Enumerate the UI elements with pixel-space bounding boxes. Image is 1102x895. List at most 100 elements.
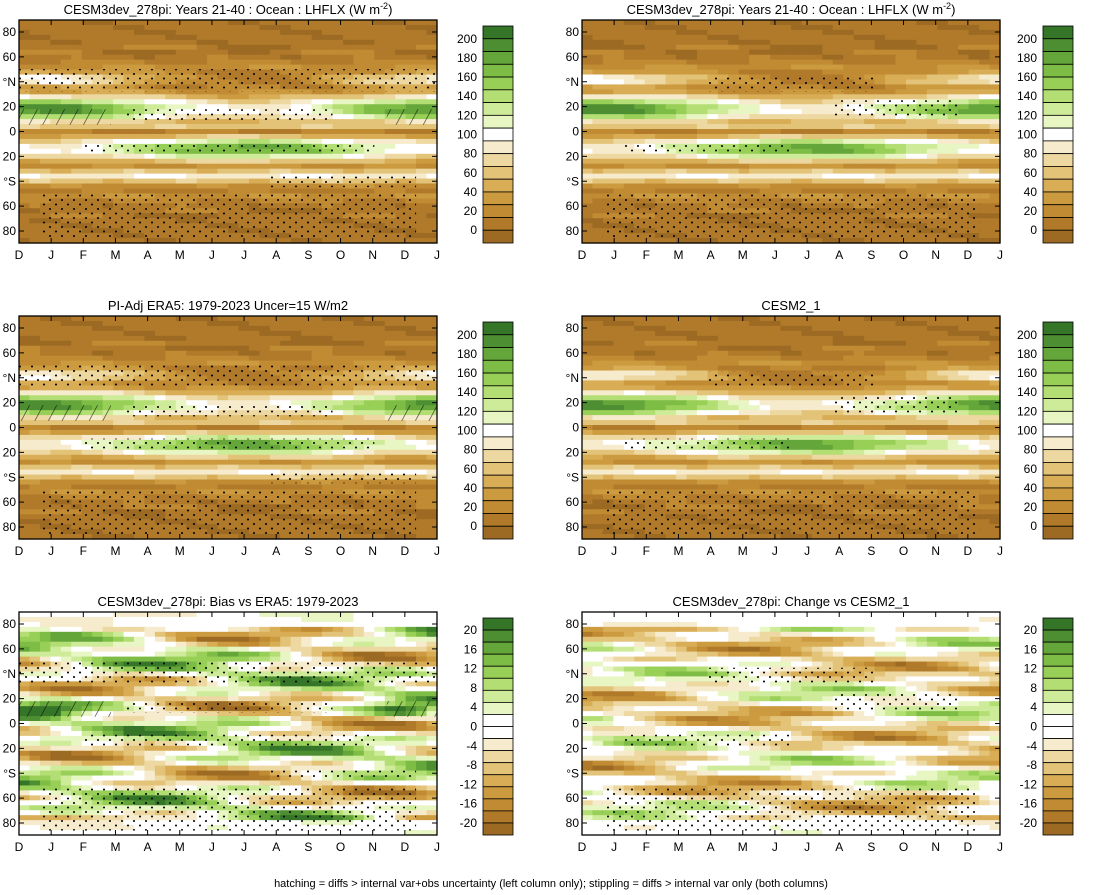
heatmap-cell [217,168,229,175]
heatmap-cell [102,316,114,322]
heatmap-cell [60,335,72,342]
heatmap-cell [602,59,614,66]
heatmap-cell [71,20,83,26]
heatmap-cell [301,316,313,322]
heatmap-cell [905,124,917,130]
heatmap-cell [248,20,260,26]
heatmap-cell [269,355,281,362]
heatmap-cell [979,168,991,175]
heatmap-cell [29,94,41,100]
heatmap-cell [39,89,51,95]
heatmap-cell [989,69,1001,76]
heatmap-cell [269,238,281,244]
heatmap-cell [322,316,334,322]
heatmap-cell [801,29,813,36]
heatmap-cell [843,124,855,130]
heatmap-cell [426,330,438,337]
heatmap-cell [384,99,396,105]
heatmap-cell [801,89,813,95]
heatmap-cell [60,340,72,347]
heatmap-cell [395,54,407,61]
heatmap-cell [186,360,198,367]
heatmap-cell [217,54,229,61]
heatmap-cell [374,355,386,362]
heatmap-cell [895,238,907,244]
heatmap-cell [592,20,604,26]
heatmap-cell [144,345,156,352]
heatmap-cell [864,124,876,130]
heatmap-cell [676,109,688,115]
heatmap-cell [686,94,698,100]
heatmap-cell [280,238,292,244]
heatmap-cell [39,133,51,140]
heatmap-cell [332,350,344,357]
colorbar-swatch [482,89,514,103]
heatmap-cell [989,109,1001,115]
colorbar-tick-label: 100 [1017,128,1037,142]
heatmap-cell [811,173,823,180]
heatmap-cell [384,163,396,170]
heatmap-cell [353,238,365,244]
heatmap-cell [144,454,156,461]
colorbar-tick-label: 200 [1017,32,1037,46]
heatmap-cell [602,168,614,175]
x-tick-label: O [336,248,345,262]
heatmap-cell [926,119,938,125]
heatmap-cell [623,29,635,36]
heatmap-cell [39,138,51,145]
heatmap-cell [885,178,897,185]
heatmap-cell [759,34,771,41]
heatmap-cell [353,410,365,416]
heatmap-cell [71,173,83,180]
heatmap-cell [791,183,803,190]
heatmap-cell [696,104,708,110]
heatmap-cell [311,395,323,401]
heatmap-cell [332,345,344,352]
heatmap-cell [968,109,980,115]
heatmap-cell [395,104,407,110]
heatmap-cell [113,24,125,31]
heatmap-cell [186,425,198,431]
heatmap-cell [958,64,970,71]
heatmap-cell [81,425,93,431]
heatmap-cell [405,163,417,170]
heatmap-cell [395,153,407,160]
heatmap-cell [144,434,156,441]
heatmap-cell [259,434,271,441]
colorbar-swatch [1042,76,1074,91]
heatmap-cell [416,158,428,165]
heatmap-cell [602,109,614,115]
heatmap-cell [39,39,51,46]
heatmap-cell [238,178,250,185]
heatmap-cell [238,89,250,95]
heatmap-cell [613,129,625,135]
heatmap-cell [947,119,959,125]
colorbar-swatch [1042,63,1074,78]
colorbar-tick-label: 40 [464,185,478,199]
heatmap-cell [384,444,396,451]
heatmap-cell [133,39,145,46]
heatmap-cell [582,163,594,170]
heatmap-cell [123,385,135,391]
heatmap-cell [269,434,281,441]
heatmap-cell [602,39,614,46]
heatmap-cell [853,143,865,150]
heatmap-cell [822,29,834,36]
heatmap-cell [832,119,844,125]
heatmap-cell [707,109,719,115]
heatmap-cell [81,44,93,51]
heatmap-cell [259,168,271,175]
heatmap-cell [102,99,114,105]
heatmap-cell [50,459,62,466]
heatmap-cell [947,29,959,36]
heatmap-cell [582,39,594,46]
heatmap-cell [102,459,114,466]
heatmap-cell [322,188,334,195]
colorbar-tick-label: 60 [464,166,478,180]
heatmap-cell [958,143,970,150]
heatmap-cell [290,163,302,170]
heatmap-cell [144,44,156,51]
heatmap-cell [207,163,219,170]
heatmap-cell [968,238,980,244]
heatmap-cell [822,133,834,140]
